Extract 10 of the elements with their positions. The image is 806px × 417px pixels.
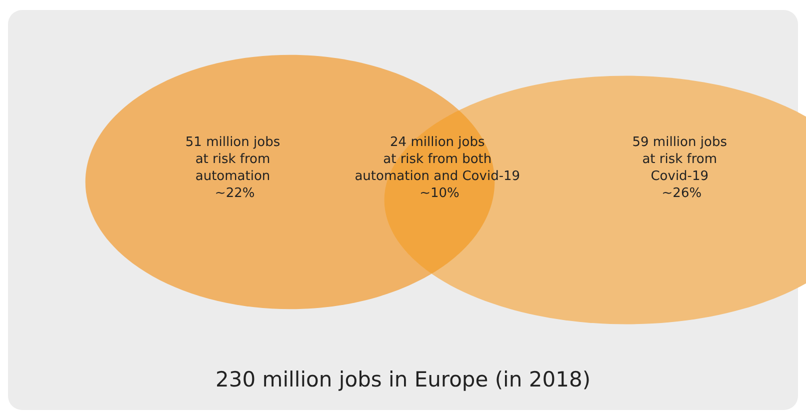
category-label: at risk from Covid-19 bbox=[642, 152, 722, 184]
text: ~26% bbox=[662, 186, 702, 201]
data-label: 24 million jobs bbox=[390, 135, 489, 150]
category-label: at risk from automation bbox=[195, 152, 274, 184]
text: ~22% bbox=[214, 186, 255, 201]
data-label: 51 million jobs bbox=[185, 135, 284, 150]
category-label: at risk from both automation and Covid-19 bbox=[354, 152, 524, 184]
text: 230 million jobs in Europe (in 2018) bbox=[215, 368, 591, 392]
text: ~10% bbox=[420, 186, 460, 201]
data-label: 59 million jobs bbox=[632, 135, 732, 150]
